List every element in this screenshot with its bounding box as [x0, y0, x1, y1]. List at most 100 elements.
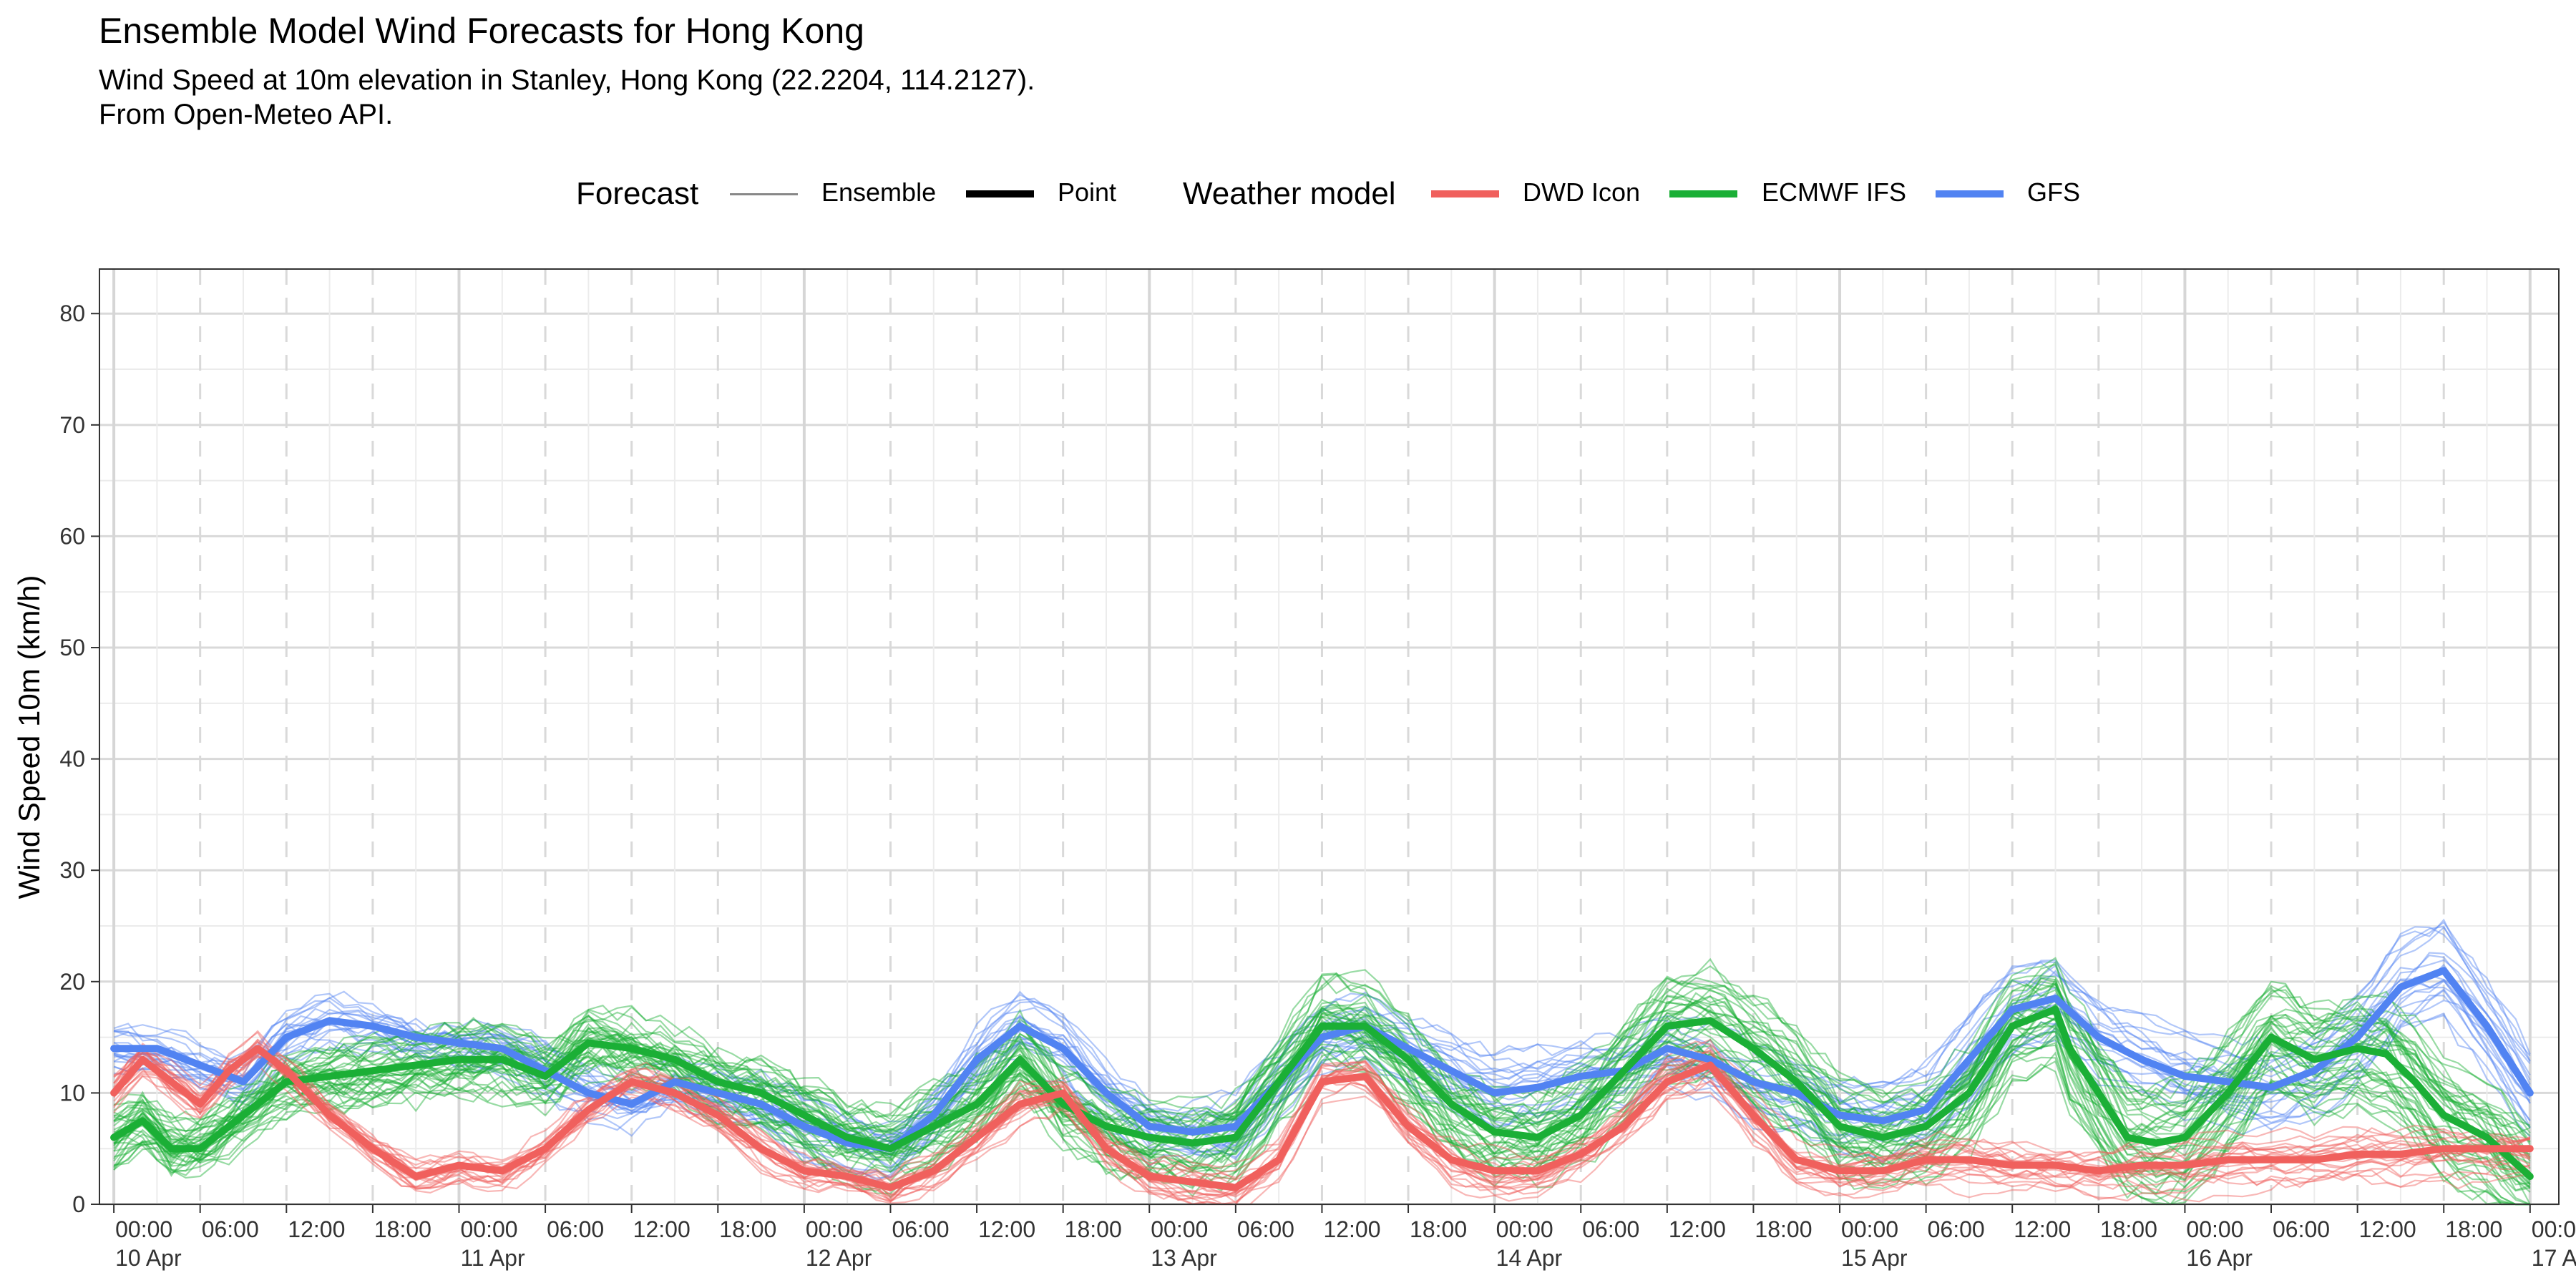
x-tick-label-date: 11 Apr	[460, 1245, 525, 1271]
legend-item-dwd-icon: DWD Icon	[1523, 177, 1641, 207]
ensemble-line-ecmwf-ifs	[113, 1005, 2531, 1174]
legend-swatch-point	[966, 190, 1034, 197]
legend-swatch-gfs	[1936, 190, 2004, 197]
y-tick-label: 50	[59, 635, 85, 660]
x-tick-label-time: 00:00	[2186, 1216, 2243, 1242]
x-tick-label-time: 18:00	[374, 1216, 431, 1242]
x-tick-label-time: 12:00	[978, 1216, 1035, 1242]
chart-title: Ensemble Model Wind Forecasts for Hong K…	[99, 11, 864, 51]
x-tick-label-time: 18:00	[719, 1216, 776, 1242]
ensemble-line-ecmwf-ifs	[113, 957, 2531, 1146]
point-forecast-line-dwd-icon	[110, 1045, 2534, 1191]
y-axis-label: Wind Speed 10m (km/h)	[12, 575, 46, 899]
y-tick-label: 70	[59, 412, 85, 438]
ensemble-line-ecmwf-ifs	[113, 995, 2531, 1189]
x-tick-label-time: 12:00	[633, 1216, 691, 1242]
legend-swatch-dwd-icon	[1431, 190, 1499, 197]
ensemble-line-ecmwf-ifs	[113, 977, 2531, 1162]
x-tick-label-time: 18:00	[2100, 1216, 2157, 1242]
ensemble-line-dwd-icon	[113, 1047, 2531, 1194]
ensemble-line-ecmwf-ifs	[113, 1013, 2531, 1189]
y-tick-label: 40	[59, 746, 85, 772]
ensemble-line-ecmwf-ifs	[113, 972, 2531, 1143]
legend-item-point: Point	[1058, 177, 1117, 207]
x-tick-label-time: 18:00	[1065, 1216, 1122, 1242]
ensemble-line-ecmwf-ifs	[113, 1034, 2530, 1206]
ensemble-line-ecmwf-ifs	[113, 1025, 2530, 1206]
x-tick-label-time: 06:00	[2273, 1216, 2330, 1242]
ensemble-line-gfs	[113, 926, 2531, 1127]
ensemble-line-dwd-icon	[113, 1048, 2531, 1202]
x-tick-label-date: 16 Apr	[2186, 1245, 2253, 1271]
chart-subtitle: Wind Speed at 10m elevation in Stanley, …	[99, 63, 1035, 132]
subtitle-line-2: From Open-Meteo API.	[99, 99, 394, 130]
point-layer	[110, 967, 2534, 1191]
x-tick-label-date: 17 Apr	[2532, 1245, 2576, 1271]
legend-forecast-title: Forecast	[576, 176, 699, 211]
x-tick-label-time: 12:00	[2359, 1216, 2416, 1242]
x-tick-label-time: 00:00	[806, 1216, 863, 1242]
ensemble-line-ecmwf-ifs	[113, 1037, 2530, 1206]
ensemble-line-gfs	[113, 921, 2531, 1143]
subtitle-line-1: Wind Speed at 10m elevation in Stanley, …	[99, 64, 1035, 96]
ensemble-line-gfs	[113, 999, 2531, 1179]
ensemble-line-ecmwf-ifs	[113, 961, 2531, 1147]
x-tick-label-time: 00:00	[115, 1216, 172, 1242]
ensemble-line-gfs	[114, 1012, 2531, 1175]
ensemble-line-ecmwf-ifs	[113, 972, 2531, 1150]
x-tick-label-time: 06:00	[892, 1216, 949, 1242]
legend-model-title: Weather model	[1183, 176, 1396, 211]
x-tick-label-time: 18:00	[1755, 1216, 1812, 1242]
x-tick-label-date: 10 Apr	[115, 1245, 182, 1271]
panel-border	[99, 268, 2560, 1205]
x-tick-label-time: 00:00	[1496, 1216, 1553, 1242]
ensemble-line-gfs	[113, 989, 2531, 1181]
x-tick-label-time: 00:00	[1841, 1216, 1898, 1242]
chart-legend: Forecast Ensemble Point Weather model DW…	[0, 166, 2576, 223]
ensemble-line-ecmwf-ifs	[113, 1030, 2530, 1206]
legend-item-ecmwf-ifs: ECMWF IFS	[1762, 177, 1906, 207]
y-tick-label: 80	[59, 301, 85, 326]
x-tick-label-time: 12:00	[1669, 1216, 1726, 1242]
grid-layer	[99, 269, 2559, 1206]
ensemble-line-dwd-icon	[113, 1052, 2531, 1204]
x-tick-label-time: 00:00	[2532, 1216, 2576, 1242]
legend-swatch-ecmwf-ifs	[1669, 190, 1737, 197]
legend-item-ensemble: Ensemble	[821, 177, 937, 207]
x-tick-label-time: 12:00	[288, 1216, 345, 1242]
ensemble-line-ecmwf-ifs	[114, 965, 2531, 1150]
x-tick-label-time: 06:00	[547, 1216, 604, 1242]
x-tick-label-time: 18:00	[2445, 1216, 2502, 1242]
x-tick-label-date: 12 Apr	[806, 1245, 872, 1271]
x-tick-label-time: 00:00	[460, 1216, 517, 1242]
ensemble-line-gfs	[113, 925, 2531, 1136]
ensemble-line-ecmwf-ifs	[113, 999, 2531, 1169]
point-forecast-line-gfs	[110, 967, 2534, 1153]
y-tick-label: 0	[72, 1191, 85, 1217]
x-tick-label-time: 06:00	[1928, 1216, 1985, 1242]
x-tick-label-date: 13 Apr	[1151, 1245, 1217, 1271]
axis-layer: 0 10 20 30 40 50 60 70 80 00:00 10 Apr 06:00 12:00 18…	[59, 301, 2576, 1271]
legend-swatch-ensemble	[730, 193, 798, 195]
y-tick-label: 30	[59, 857, 85, 883]
ensemble-line-dwd-icon	[113, 1060, 2531, 1206]
x-tick-label-time: 18:00	[1410, 1216, 1467, 1242]
x-tick-label-time: 12:00	[1323, 1216, 1380, 1242]
ensemble-line-ecmwf-ifs	[113, 980, 2531, 1159]
y-tick-label: 10	[59, 1080, 85, 1106]
y-tick-label: 60	[59, 523, 85, 549]
ensemble-line-dwd-icon	[113, 1031, 2531, 1190]
ensemble-line-dwd-icon	[113, 1047, 2531, 1198]
y-tick-label: 20	[59, 969, 85, 995]
ensemble-line-ecmwf-ifs	[113, 1041, 2530, 1206]
ensemble-line-ecmwf-ifs	[113, 975, 2531, 1158]
x-tick-label-time: 06:00	[202, 1216, 259, 1242]
x-tick-label-date: 14 Apr	[1496, 1245, 1563, 1271]
x-tick-label-date: 15 Apr	[1841, 1245, 1908, 1271]
x-tick-label-time: 00:00	[1151, 1216, 1208, 1242]
ensemble-line-ecmwf-ifs	[113, 1048, 2530, 1206]
point-forecast-line-ecmwf-ifs	[110, 1005, 2534, 1181]
x-tick-label-time: 06:00	[1237, 1216, 1294, 1242]
x-tick-label-time: 06:00	[1582, 1216, 1639, 1242]
